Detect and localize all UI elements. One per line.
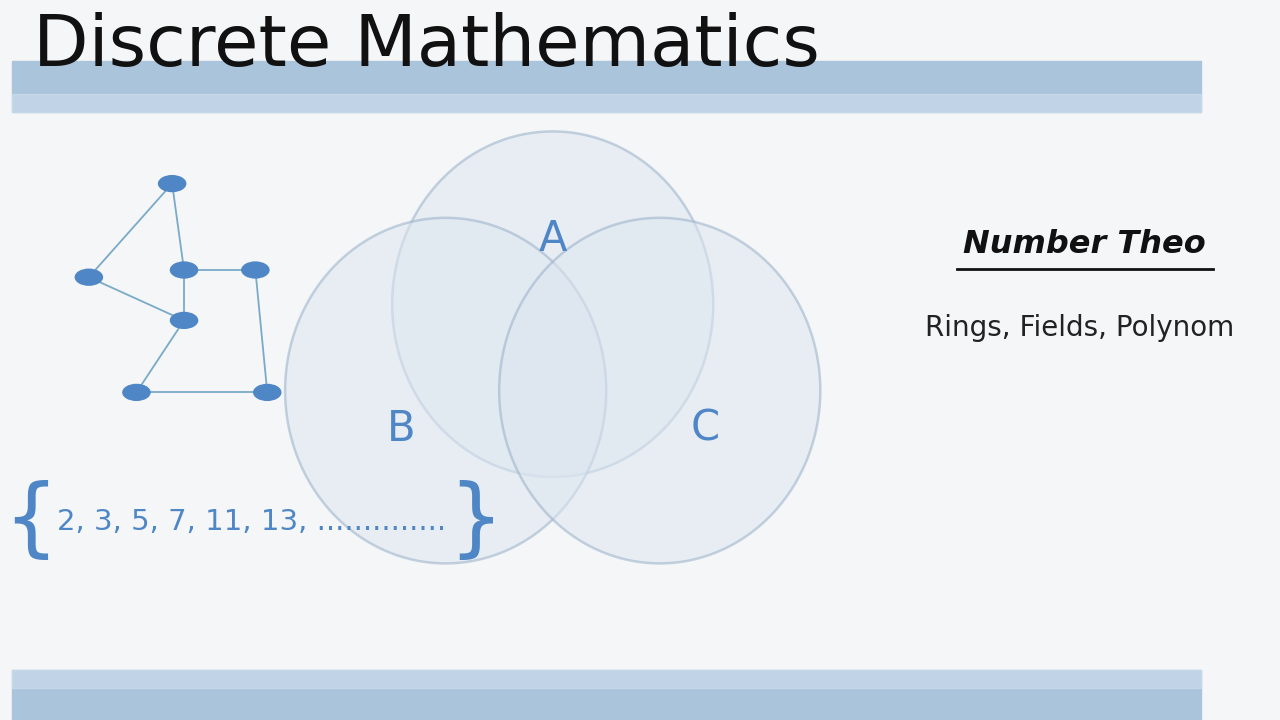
- Text: C: C: [690, 408, 719, 449]
- Bar: [12, 94, 1201, 112]
- Bar: [12, 670, 1201, 688]
- Circle shape: [253, 384, 282, 401]
- Text: B: B: [387, 408, 415, 449]
- Text: Number Theo: Number Theo: [963, 229, 1206, 261]
- Text: A: A: [539, 217, 567, 259]
- Bar: [12, 670, 1201, 720]
- Ellipse shape: [285, 218, 607, 563]
- Circle shape: [241, 261, 270, 279]
- Circle shape: [74, 269, 104, 286]
- Ellipse shape: [392, 132, 713, 477]
- Bar: [12, 61, 1201, 112]
- Text: Discrete Mathematics: Discrete Mathematics: [33, 12, 820, 81]
- Text: 2, 3, 5, 7, 11, 13, ..............: 2, 3, 5, 7, 11, 13, ..............: [56, 508, 445, 536]
- Text: {: {: [3, 480, 58, 564]
- Circle shape: [170, 261, 198, 279]
- Circle shape: [170, 312, 198, 329]
- Ellipse shape: [499, 218, 820, 563]
- Text: Rings, Fields, Polynom: Rings, Fields, Polynom: [925, 314, 1234, 341]
- Text: }: }: [448, 480, 503, 564]
- Circle shape: [122, 384, 151, 401]
- Circle shape: [157, 175, 187, 192]
